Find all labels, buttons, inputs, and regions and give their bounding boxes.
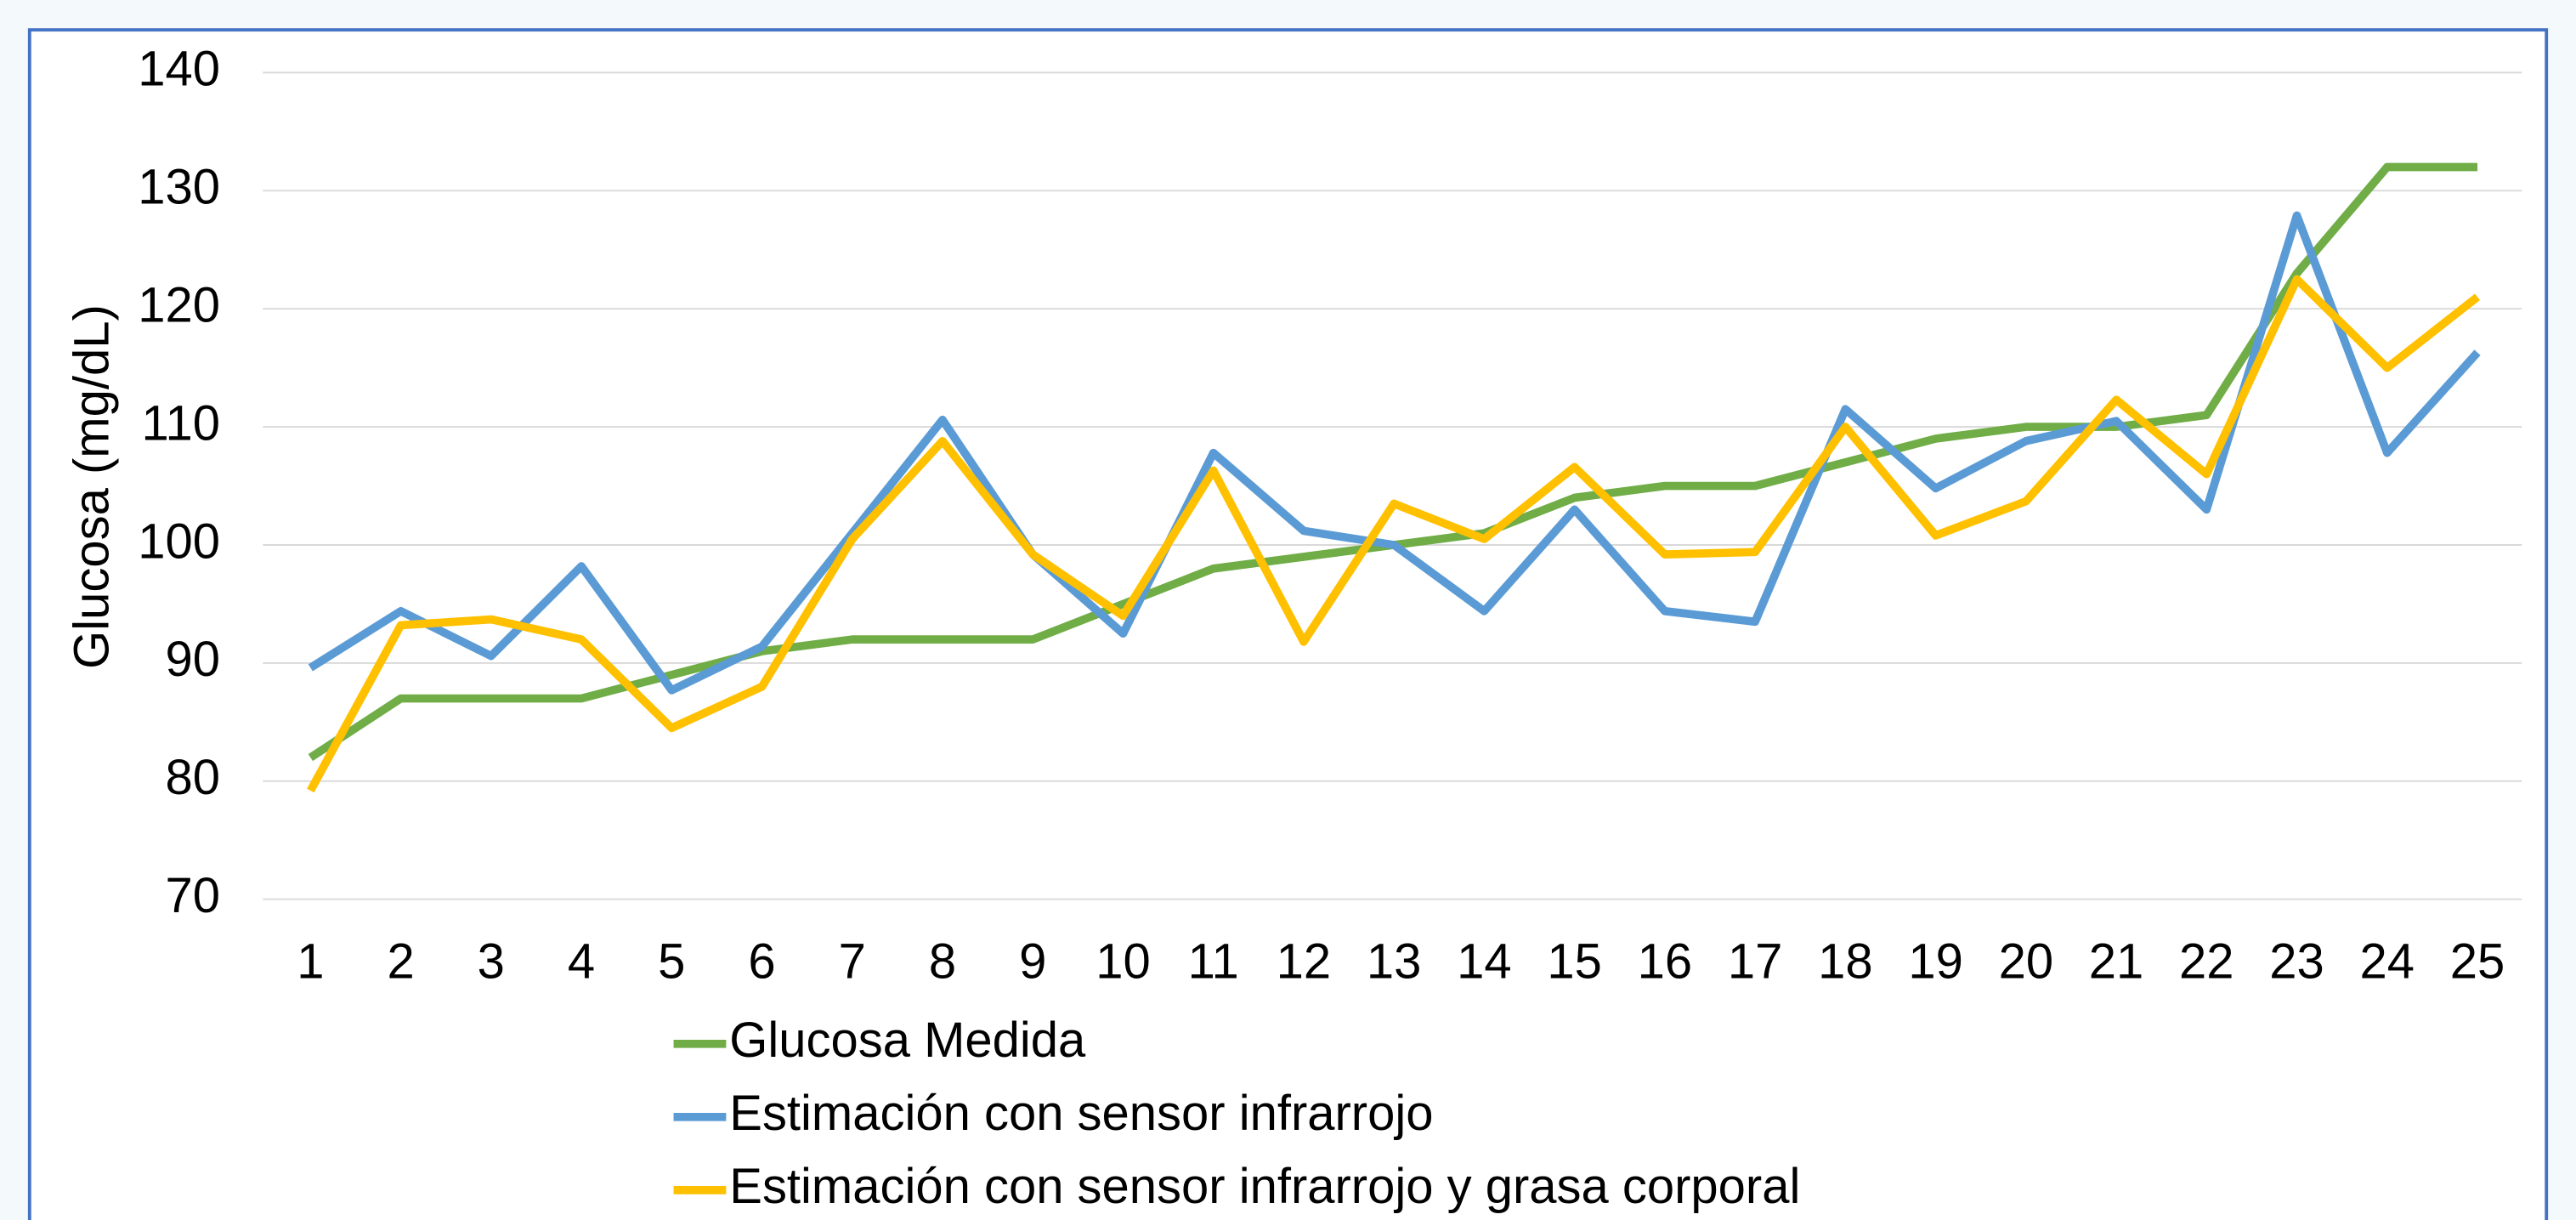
series-line xyxy=(307,275,2481,793)
y-tick-label: 120 xyxy=(138,279,220,333)
x-tick-label: 20 xyxy=(1999,934,2053,989)
x-tick-label: 21 xyxy=(2089,934,2144,989)
y-tick-label: 140 xyxy=(138,43,220,97)
x-tick-label: 23 xyxy=(2269,934,2324,989)
x-tick-label: 4 xyxy=(568,934,595,989)
x-tick-label: 10 xyxy=(1096,934,1151,989)
legend-label: Estimación con sensor infrarrojo xyxy=(729,1087,1433,1141)
x-tick-label: 11 xyxy=(1188,934,1239,989)
x-tick-label: 18 xyxy=(1818,934,1873,989)
x-tick-label: 14 xyxy=(1457,934,1511,989)
x-tick-label: 24 xyxy=(2360,934,2415,989)
legend-label: Glucosa Medida xyxy=(729,1013,1086,1068)
y-tick-label: 80 xyxy=(166,751,221,805)
x-tick-label: 9 xyxy=(1019,934,1046,989)
x-tick-label: 19 xyxy=(1908,934,1963,989)
x-tick-label: 22 xyxy=(2179,934,2234,989)
x-tick-label: 15 xyxy=(1547,934,1602,989)
x-tick-label: 12 xyxy=(1277,934,1332,989)
legend-label: Estimación con sensor infrarrojo y grasa… xyxy=(729,1160,1800,1214)
x-tick-label: 17 xyxy=(1728,934,1782,989)
series-line xyxy=(308,211,2481,695)
y-tick-label: 110 xyxy=(142,396,220,451)
y-tick-label: 90 xyxy=(166,633,221,687)
x-tick-label: 5 xyxy=(658,934,685,989)
x-tick-label: 16 xyxy=(1638,934,1692,989)
x-tick-label: 7 xyxy=(839,934,866,989)
y-tick-label: 100 xyxy=(138,514,220,569)
x-tick-label: 2 xyxy=(387,934,414,989)
x-tick-label: 6 xyxy=(748,934,775,989)
y-axis-label: Glucosa (mg/dL) xyxy=(65,304,119,669)
y-tick-label: 70 xyxy=(166,869,221,923)
x-tick-label: 13 xyxy=(1367,934,1422,989)
x-tick-label: 1 xyxy=(297,934,324,989)
x-tick-label: 8 xyxy=(929,934,956,989)
x-tick-label: 25 xyxy=(2450,934,2505,989)
x-tick-label: 3 xyxy=(478,934,505,989)
y-tick-label: 130 xyxy=(138,161,220,215)
